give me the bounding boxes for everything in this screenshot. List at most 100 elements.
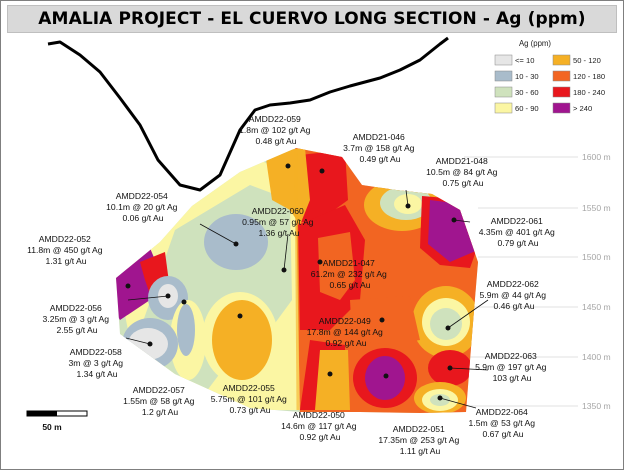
legend: Ag (ppm) <= 10 50 - 120 10 - 30 120 - 18… — [494, 39, 605, 114]
pierce-point — [405, 203, 411, 209]
drillhole-au: 0.67 g/t Au — [482, 429, 523, 439]
elevation-label-1450: 1450 m — [582, 302, 611, 312]
elevation-label-1550: 1550 m — [582, 203, 611, 213]
legend-swatch — [494, 102, 513, 114]
drillhole-ag: 14.6m @ 117 g/t Ag — [281, 421, 357, 431]
legend-item: 60 - 90 — [494, 102, 539, 114]
pierce-point — [233, 241, 239, 247]
drillhole-au: 0.49 g/t Au — [359, 154, 400, 164]
legend-item: 30 - 60 — [494, 86, 539, 98]
drillhole-au: 0.73 g/t Au — [229, 405, 270, 415]
pierce-point — [437, 395, 443, 401]
drillhole-id: AMDD22-051 — [393, 424, 445, 434]
drillhole-label-amdd22-060: AMDD22-060 0.95m @ 57 g/t Ag 1.36 g/t Au — [242, 206, 316, 238]
drillhole-au: 1.36 g/t Au — [258, 228, 299, 238]
figure-title: AMALIA PROJECT - EL CUERVO LONG SECTION … — [38, 9, 586, 29]
drillhole-label-amdd22-050: AMDD22-050 14.6m @ 117 g/t Ag 0.92 g/t A… — [281, 410, 359, 442]
legend-swatch — [552, 86, 571, 98]
legend-swatch — [494, 54, 513, 66]
elevation-label-1500: 1500 m — [582, 252, 611, 262]
drillhole-id: AMDD21-047 — [323, 258, 375, 268]
elevation-grid — [464, 156, 578, 407]
drillhole-id: AMDD22-056 — [50, 303, 102, 313]
legend-item: 120 - 180 — [552, 70, 605, 82]
legend-swatch — [552, 54, 571, 66]
drillhole-au: 0.48 g/t Au — [255, 136, 296, 146]
drillhole-label-amdd22-052: AMDD22-052 11.8m @ 450 g/t Ag 1.31 g/t A… — [27, 234, 105, 266]
drillhole-ag: 1.55m @ 58 g/t Ag — [123, 396, 195, 406]
drillhole-id: AMDD22-052 — [39, 234, 91, 244]
drillhole-au: 1.11 g/t Au — [400, 446, 441, 456]
drillhole-au: 103 g/t Au — [493, 373, 532, 383]
drillhole-ag: 3.7m @ 158 g/t Ag — [343, 143, 415, 153]
drillhole-ag: 61.2m @ 232 g/t Ag — [311, 269, 387, 279]
legend-label: 120 - 180 — [573, 72, 605, 81]
drillhole-au: 0.92 g/t Au — [325, 338, 366, 348]
pierce-point — [181, 299, 187, 305]
drillhole-au: 0.46 g/t Au — [493, 301, 534, 311]
drillhole-id: AMDD22-059 — [249, 114, 301, 124]
pierce-point — [445, 325, 451, 331]
drillhole-label-amdd21-047: AMDD21-047 61.2m @ 232 g/t Ag 0.65 g/t A… — [311, 258, 389, 290]
legend-swatch — [494, 70, 513, 82]
drillhole-label-amdd21-048: AMDD21-048 10.5m @ 84 g/t Ag 0.75 g/t Au — [426, 156, 500, 188]
drillhole-label-amdd22-058: AMDD22-058 3m @ 3 g/t Ag 1.34 g/t Au — [69, 347, 126, 379]
scale-bar-label: 50 m — [42, 422, 62, 432]
legend-title: Ag (ppm) — [519, 39, 551, 48]
drillhole-ag: 5.9m @ 44 g/t Ag — [480, 290, 547, 300]
drillhole-id: AMDD22-062 — [487, 279, 539, 289]
pierce-point — [327, 371, 333, 377]
drillhole-id: AMDD22-055 — [223, 383, 275, 393]
drillhole-label-amdd22-061: AMDD22-061 4.35m @ 401 g/t Ag 0.79 g/t A… — [479, 216, 557, 248]
pierce-point — [125, 283, 131, 289]
title-bar: AMALIA PROJECT - EL CUERVO LONG SECTION … — [7, 5, 617, 33]
legend-label: 50 - 120 — [573, 56, 601, 65]
drillhole-id: AMDD21-048 — [436, 156, 488, 166]
drillhole-ag: 1.8m @ 102 g/t Ag — [239, 125, 311, 135]
drillhole-au: 1.34 g/t Au — [76, 369, 117, 379]
drillhole-ag: 10.5m @ 84 g/t Ag — [426, 167, 498, 177]
drillhole-au: 0.75 g/t Au — [442, 178, 483, 188]
grade-section — [116, 148, 478, 413]
legend-item: > 240 — [552, 102, 592, 114]
drillhole-label-amdd22-051: AMDD22-051 17.35m @ 253 g/t Ag 1.11 g/t … — [378, 424, 461, 456]
pierce-point — [379, 317, 385, 323]
drillhole-ag: 1.5m @ 53 g/t Ag — [469, 418, 536, 428]
drillhole-ag: 11.8m @ 450 g/t Ag — [27, 245, 103, 255]
elevation-labels: 1600 m 1550 m 1500 m 1450 m 1400 m 1350 … — [582, 152, 611, 411]
pierce-point — [319, 168, 325, 174]
drillhole-label-amdd22-064: AMDD22-064 1.5m @ 53 g/t Ag 0.67 g/t Au — [469, 407, 538, 439]
pierce-point — [317, 259, 323, 265]
drillhole-id: AMDD22-064 — [476, 407, 528, 417]
drillhole-au: 2.55 g/t Au — [56, 325, 97, 335]
drillhole-ag: 0.95m @ 57 g/t Ag — [242, 217, 314, 227]
scale-bar: 50 m — [26, 410, 88, 432]
legend-item: 10 - 30 — [494, 70, 539, 82]
drillhole-ag: 17.35m @ 253 g/t Ag — [378, 435, 459, 445]
legend-swatch — [552, 70, 571, 82]
drillhole-id: AMDD22-054 — [116, 191, 168, 201]
legend-label: > 240 — [573, 104, 592, 113]
pierce-point — [165, 293, 171, 299]
drillhole-id: AMDD21-046 — [353, 132, 405, 142]
drillhole-id: AMDD22-058 — [70, 347, 122, 357]
elevation-label-1600: 1600 m — [582, 152, 611, 162]
pierce-point — [447, 365, 453, 371]
drillhole-au: 0.79 g/t Au — [497, 238, 538, 248]
drillhole-ag: 17.8m @ 144 g/t Ag — [307, 327, 383, 337]
legend-label: 60 - 90 — [515, 104, 539, 113]
legend-label: <= 10 — [515, 56, 534, 65]
drillhole-labels: AMDD22-059 1.8m @ 102 g/t Ag 0.48 g/t Au… — [27, 114, 557, 456]
drillhole-label-amdd22-063: AMDD22-063 5.9m @ 197 g/t Ag 103 g/t Au — [475, 351, 549, 383]
elevation-label-1350: 1350 m — [582, 401, 611, 411]
drillhole-id: AMDD22-060 — [252, 206, 304, 216]
pierce-point — [281, 267, 287, 273]
drillhole-id: AMDD22-057 — [133, 385, 185, 395]
legend-label: 30 - 60 — [515, 88, 539, 97]
legend-item: <= 10 — [494, 54, 534, 66]
elevation-label-1400: 1400 m — [582, 352, 611, 362]
pierce-point — [147, 341, 153, 347]
pierce-point — [237, 313, 243, 319]
drillhole-id: AMDD22-063 — [485, 351, 537, 361]
drillhole-label-amdd22-056: AMDD22-056 3.25m @ 3 g/t Ag 2.55 g/t Au — [43, 303, 112, 335]
